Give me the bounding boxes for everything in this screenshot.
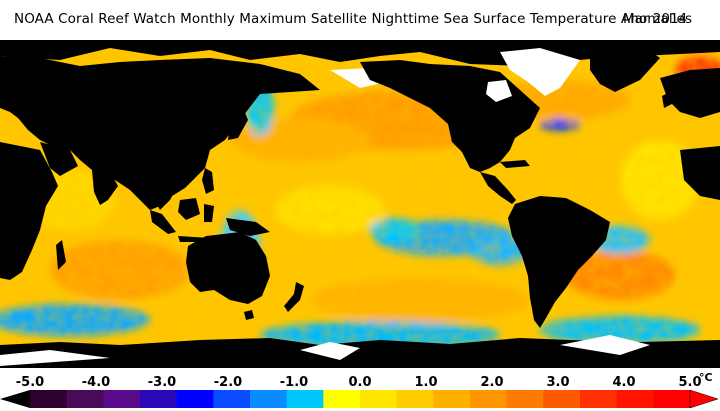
colorbar-segment [360,390,398,408]
colorbar [0,390,719,408]
japan [228,100,248,140]
colorbar-left-arrow [0,390,30,408]
australia [186,232,270,304]
colorbar-segment [396,390,434,408]
legend-tick: -4.0 [81,375,111,390]
west-africa [680,146,720,200]
legend-tick: -2.0 [213,375,243,390]
legend-tick: 4.0 [612,375,636,390]
eurasia [0,56,320,210]
colorbar-segment [323,390,361,408]
colorbar-segment [140,390,178,408]
hudson-ice [486,80,512,102]
legend-unit: °C [699,371,713,384]
antarctic-region [0,335,720,368]
colorbar-segment [213,390,251,408]
colorbar-segment [103,390,141,408]
europe [660,68,720,118]
title-bar: NOAA Coral Reef Watch Monthly Maximum Sa… [0,0,720,40]
indochina [150,168,178,210]
colorbar-segment [433,390,471,408]
colorbar-segment [616,390,654,408]
legend-tick: -1.0 [279,375,309,390]
legend-tick: 2.0 [480,375,504,390]
colorbar-segment [470,390,508,408]
tasmania [244,310,254,320]
land-masses [0,44,720,328]
south-america [508,196,610,328]
legend-tick: 1.0 [414,375,438,390]
africa [0,142,58,280]
cuba [500,160,530,168]
colorbar-segment [250,390,288,408]
colorbar-segment [30,390,68,408]
new-guinea [226,218,270,236]
legend-tick: -3.0 [147,375,177,390]
sulawesi [204,204,214,222]
colorbar-segment [176,390,214,408]
colorbar-right-arrow [689,390,719,408]
colorbar-segment [653,390,691,408]
madagascar [56,240,66,270]
legend-tick: -5.0 [15,375,45,390]
greenland [590,44,660,92]
map-date: Mar 2014 [623,11,688,27]
colorbar-segment [66,390,104,408]
colorbar-segment [286,390,324,408]
india [92,170,118,205]
philippines [202,168,214,194]
legend-tick: 0.0 [348,375,372,390]
central-america [480,172,516,204]
legend-tick: 5.0 [678,375,702,390]
arabia [40,142,78,176]
colorbar-segment [543,390,581,408]
uk [662,92,672,108]
sumatra [150,210,176,234]
legend-tick: 3.0 [546,375,570,390]
borneo [178,198,200,220]
sst-anomaly-map [0,40,720,368]
colorbar-segment [580,390,618,408]
colorbar-segment [506,390,544,408]
new-zealand [284,282,304,312]
map-title: NOAA Coral Reef Watch Monthly Maximum Sa… [14,11,693,27]
